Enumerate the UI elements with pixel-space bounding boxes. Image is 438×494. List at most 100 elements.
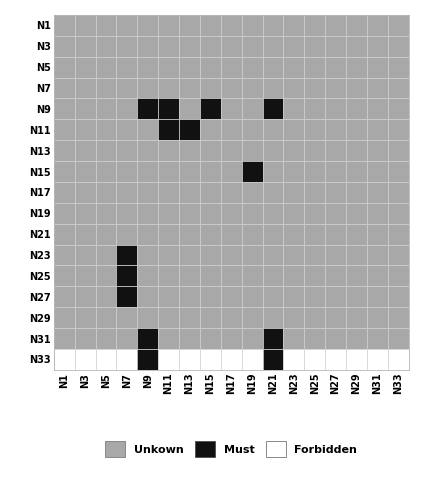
Bar: [304, 287, 325, 307]
Bar: [283, 15, 304, 36]
Bar: [54, 98, 74, 120]
Bar: [158, 328, 179, 349]
Bar: [304, 98, 325, 120]
Bar: [117, 245, 137, 265]
Bar: [346, 98, 367, 120]
Bar: [95, 224, 117, 245]
Bar: [137, 328, 158, 349]
Bar: [95, 182, 117, 203]
Bar: [388, 161, 409, 182]
Bar: [74, 328, 95, 349]
Bar: [262, 328, 283, 349]
Bar: [179, 265, 200, 287]
Bar: [137, 140, 158, 161]
Bar: [304, 78, 325, 98]
Bar: [221, 182, 242, 203]
Bar: [117, 203, 137, 224]
Bar: [283, 98, 304, 120]
Bar: [74, 98, 95, 120]
Bar: [200, 98, 221, 120]
Bar: [200, 265, 221, 287]
Bar: [242, 287, 262, 307]
Bar: [346, 245, 367, 265]
Bar: [117, 182, 137, 203]
Bar: [325, 36, 346, 57]
Bar: [388, 36, 409, 57]
Bar: [221, 36, 242, 57]
Bar: [283, 265, 304, 287]
Bar: [200, 349, 221, 370]
Bar: [367, 182, 388, 203]
Bar: [117, 265, 137, 287]
Bar: [242, 182, 262, 203]
Bar: [200, 36, 221, 57]
Bar: [304, 161, 325, 182]
Bar: [74, 245, 95, 265]
Bar: [388, 120, 409, 140]
Bar: [346, 265, 367, 287]
Bar: [367, 224, 388, 245]
Bar: [346, 307, 367, 328]
Bar: [54, 57, 74, 78]
Bar: [179, 57, 200, 78]
Bar: [158, 182, 179, 203]
Bar: [54, 287, 74, 307]
Bar: [95, 307, 117, 328]
Bar: [304, 15, 325, 36]
Bar: [242, 307, 262, 328]
Bar: [325, 161, 346, 182]
Bar: [95, 57, 117, 78]
Bar: [242, 161, 262, 182]
Bar: [137, 182, 158, 203]
Bar: [262, 120, 283, 140]
Bar: [242, 203, 262, 224]
Bar: [221, 140, 242, 161]
Bar: [179, 224, 200, 245]
Bar: [242, 57, 262, 78]
Bar: [388, 265, 409, 287]
Bar: [158, 161, 179, 182]
Bar: [262, 140, 283, 161]
Legend: Unkown, Must, Forbidden: Unkown, Must, Forbidden: [99, 436, 363, 462]
Bar: [367, 120, 388, 140]
Bar: [346, 349, 367, 370]
Bar: [304, 349, 325, 370]
Bar: [54, 349, 74, 370]
Bar: [242, 224, 262, 245]
Bar: [117, 120, 137, 140]
Bar: [346, 15, 367, 36]
Bar: [221, 307, 242, 328]
Bar: [346, 182, 367, 203]
Bar: [283, 287, 304, 307]
Bar: [346, 36, 367, 57]
Bar: [95, 328, 117, 349]
Bar: [179, 245, 200, 265]
Bar: [200, 328, 221, 349]
Bar: [242, 120, 262, 140]
Bar: [179, 161, 200, 182]
Bar: [158, 120, 179, 140]
Bar: [388, 328, 409, 349]
Bar: [200, 245, 221, 265]
Bar: [179, 120, 200, 140]
Bar: [221, 161, 242, 182]
Bar: [158, 307, 179, 328]
Bar: [388, 203, 409, 224]
Bar: [325, 245, 346, 265]
Bar: [221, 265, 242, 287]
Bar: [262, 287, 283, 307]
Bar: [158, 349, 179, 370]
Bar: [137, 15, 158, 36]
Bar: [325, 349, 346, 370]
Bar: [367, 98, 388, 120]
Bar: [95, 287, 117, 307]
Bar: [221, 203, 242, 224]
Bar: [95, 245, 117, 265]
Bar: [158, 265, 179, 287]
Bar: [367, 307, 388, 328]
Bar: [262, 224, 283, 245]
Bar: [242, 245, 262, 265]
Bar: [200, 224, 221, 245]
Bar: [304, 203, 325, 224]
Bar: [346, 161, 367, 182]
